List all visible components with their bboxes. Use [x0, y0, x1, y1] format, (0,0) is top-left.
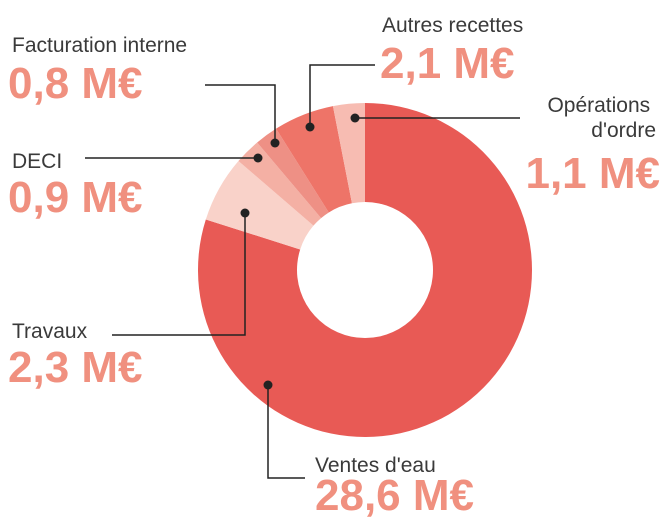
leader-dot	[305, 122, 315, 132]
category-label: Autres recettes	[382, 14, 523, 37]
slice	[238, 142, 322, 226]
leader-line	[205, 84, 276, 143]
slice	[205, 161, 314, 250]
category-label: DECI	[12, 150, 62, 173]
category-label: Facturation interne	[12, 34, 187, 57]
slice	[257, 128, 329, 219]
leader-dot	[253, 153, 263, 163]
slice	[276, 106, 352, 213]
category-label: Opérations d'ordre	[547, 94, 656, 142]
value-label: 28,6 M€	[315, 471, 474, 520]
leader-dot	[263, 380, 273, 390]
value-label: 0,9 M€	[8, 173, 143, 222]
leader-dot	[270, 138, 280, 148]
leader-line	[267, 385, 305, 479]
slice	[332, 103, 365, 204]
slice	[197, 103, 532, 438]
leader-dot	[240, 208, 250, 218]
leader-line	[309, 64, 375, 127]
category-label: Travaux	[12, 320, 88, 343]
value-label: 1,1 M€	[525, 149, 660, 198]
value-label: 2,3 M€	[8, 343, 143, 392]
value-label: 0,8 M€	[8, 59, 143, 108]
value-label: 2,1 M€	[380, 39, 515, 88]
category-label: Ventes d'eau	[315, 454, 436, 477]
leader-line	[112, 213, 246, 336]
leader-dot	[350, 113, 360, 123]
